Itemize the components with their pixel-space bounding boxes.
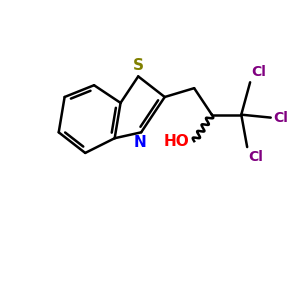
Text: Cl: Cl bbox=[249, 150, 263, 164]
Text: Cl: Cl bbox=[274, 111, 289, 124]
Text: N: N bbox=[133, 135, 146, 150]
Text: Cl: Cl bbox=[252, 65, 266, 79]
Text: S: S bbox=[133, 58, 144, 73]
Text: HO: HO bbox=[164, 134, 190, 149]
